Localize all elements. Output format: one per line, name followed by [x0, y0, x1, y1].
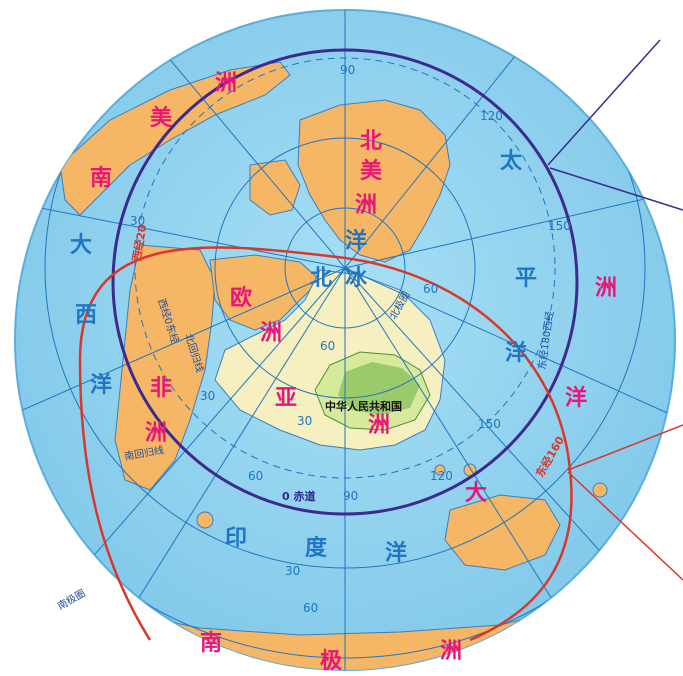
grid-number: 30: [285, 564, 300, 578]
atlantic-label-3: 洋: [90, 372, 112, 398]
north-america-label-1: 北: [360, 129, 382, 154]
arctic-label-1: 北: [310, 266, 332, 291]
atlantic-label-1: 大: [70, 233, 92, 258]
pacific-label-3: 洋: [505, 340, 527, 366]
grid-number: 90: [343, 489, 358, 503]
indian-label-1: 印: [225, 526, 247, 551]
europe-label-1: 欧: [230, 285, 252, 311]
indian-label-3: 洋: [385, 540, 407, 566]
oceania-label-2: 洋: [565, 385, 587, 411]
north-america-label-2: 美: [360, 158, 383, 184]
asia-label-1: 亚: [275, 386, 297, 411]
island: [592, 482, 608, 498]
grid-number: 60: [303, 601, 318, 615]
antarctica-label-3: 洲: [440, 639, 462, 664]
grid-number: 60: [248, 469, 263, 483]
grid-number: 120: [430, 469, 453, 483]
indian-label-2: 度: [305, 535, 328, 561]
oceania-label-3: 洲: [595, 276, 617, 301]
oceania-label-1: 大: [465, 481, 487, 506]
greenland-land: [249, 159, 301, 216]
grid-number: 60: [423, 282, 438, 296]
south-america-label-3: 洲: [215, 71, 237, 96]
ocean-labels: 太 平 洋 大 西 洋 北 冰 洋 印 度 洋: [70, 149, 537, 566]
grid-number: 120: [480, 109, 503, 123]
island: [196, 511, 214, 529]
red-meridian-circle-left: [78, 359, 152, 641]
europe-land: [209, 254, 321, 331]
arctic-label-2: 冰: [345, 266, 368, 291]
north-america-label-3: 洲: [355, 193, 377, 218]
china-label: 中华人民共和国: [325, 399, 402, 413]
china-core: [338, 362, 420, 415]
graticule-numbers: 90 120 150 150 120 90 60 60 30 30 30 30 …: [130, 63, 571, 615]
pacific-label-2: 平: [515, 266, 537, 291]
island: [434, 464, 446, 476]
grid-number: 60: [320, 339, 335, 353]
south-america-label-2: 美: [150, 105, 173, 131]
continent-labels: 北 美 洲 南 美 洲 欧 洲 亚 洲 非 洲 大 洋 洲 南 极 洲: [90, 71, 617, 674]
hemisphere-boundary: [111, 48, 579, 516]
grid-number: 150: [478, 417, 501, 431]
africa-label-2: 洲: [145, 421, 167, 446]
south-america-label-1: 南: [90, 166, 112, 191]
grid-number: 30: [200, 389, 215, 403]
west-20-label: 西经20: [129, 223, 149, 263]
atlantic-label-2: 西: [75, 303, 97, 328]
africa-label-1: 非: [150, 376, 172, 401]
asia-label-2: 洲: [368, 413, 390, 438]
pointer-lines: [547, 39, 683, 581]
antarctica-label-1: 南: [200, 631, 222, 656]
equator-label: 0 赤道: [282, 489, 315, 503]
grid-number: 150: [548, 219, 571, 233]
europe-label-2: 洲: [260, 321, 282, 346]
antarctic-circle-label: 南极圈: [55, 586, 87, 612]
south-america-land: [59, 61, 291, 216]
grid-number: 90: [340, 63, 355, 77]
pacific-label-1: 太: [500, 149, 523, 174]
arctic-label-3: 洋: [345, 228, 367, 254]
grid-number: 30: [130, 214, 145, 228]
grid-number: 30: [297, 414, 312, 428]
north-america-land: [297, 99, 451, 263]
red-meridian-circle: [78, 246, 573, 642]
antarctica-label-2: 极: [320, 649, 343, 674]
